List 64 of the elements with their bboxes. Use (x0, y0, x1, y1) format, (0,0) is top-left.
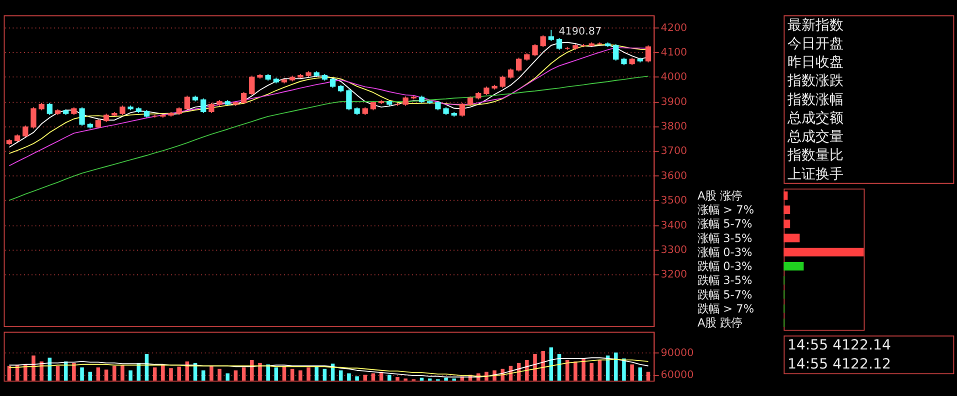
bar (784, 220, 790, 228)
candlestick (240, 92, 247, 105)
bar (784, 262, 804, 271)
text: 总成交额 (786, 110, 844, 126)
candlestick (532, 44, 538, 57)
candlestick (548, 29, 554, 42)
candlestick (540, 34, 546, 48)
y-tick-label: 涨幅 3-5% (698, 232, 753, 245)
candlestick (556, 37, 562, 50)
candlestick (402, 96, 408, 106)
text: 指数涨跌 (786, 73, 844, 90)
y-tick-label: A股 跌停 (698, 316, 742, 330)
text: 指数涨幅 (786, 92, 844, 108)
candlestick (208, 102, 214, 114)
candlestick (516, 57, 522, 72)
candlestick (200, 98, 206, 114)
text: 最新指数 (787, 17, 844, 34)
y-tick-label: 跌幅 3-5% (698, 274, 753, 288)
y-tick-label: 3300 (660, 244, 688, 256)
candlestick (613, 44, 619, 62)
candlestick (249, 75, 255, 96)
candlestick (22, 125, 28, 138)
y-tick-label: 跌幅 5-7% (698, 288, 753, 302)
text: 总成交量 (786, 129, 844, 146)
candlestick (346, 88, 352, 111)
y-tick-label: 涨幅 > 7% (698, 204, 754, 217)
candlestick (184, 95, 190, 111)
bar (784, 191, 788, 200)
y-tick-label: 3800 (660, 120, 688, 133)
bar (784, 206, 790, 214)
line-series (8, 76, 649, 201)
candlestick (46, 102, 52, 116)
y-tick-label: 跌幅 > 7% (698, 302, 754, 316)
candlestick (508, 68, 514, 80)
text: 14:55 4122.14 (787, 338, 891, 354)
y-tick-label: 60000 (660, 369, 694, 382)
text: 14:55 4122.12 (787, 356, 891, 372)
y-tick-label: 3400 (660, 219, 688, 232)
candlestick (645, 44, 652, 63)
y-tick-label: 90000 (660, 346, 694, 359)
y-tick-label: 3900 (660, 96, 688, 108)
text: 昨日收盘 (787, 54, 844, 71)
annotation: 4190.87 (558, 26, 602, 38)
y-tick-label: 涨幅 0-3% (698, 246, 753, 259)
bar (784, 248, 864, 256)
y-tick-label: 3600 (660, 170, 688, 182)
y-tick-label: 4000 (660, 71, 688, 84)
candlestick (79, 106, 85, 126)
text: 指数量比 (786, 148, 844, 164)
candlestick (30, 106, 36, 129)
text: 今日开盘 (787, 36, 844, 52)
candlestick (500, 75, 506, 88)
y-tick-label: 3700 (660, 145, 688, 158)
y-tick-label: 3200 (660, 268, 688, 281)
y-tick-label: 涨幅 5-7% (698, 218, 753, 231)
y-tick-label: A股 涨停 (698, 189, 742, 202)
y-tick-label: 3500 (660, 194, 688, 207)
candlestick (120, 105, 126, 116)
bar (784, 234, 800, 242)
y-tick-label: 跌幅 0-3% (698, 260, 753, 274)
candlestick (459, 102, 466, 118)
text: 上证换手 (787, 166, 844, 182)
y-tick-label: 4200 (660, 22, 688, 34)
y-tick-label: 4100 (660, 46, 688, 59)
